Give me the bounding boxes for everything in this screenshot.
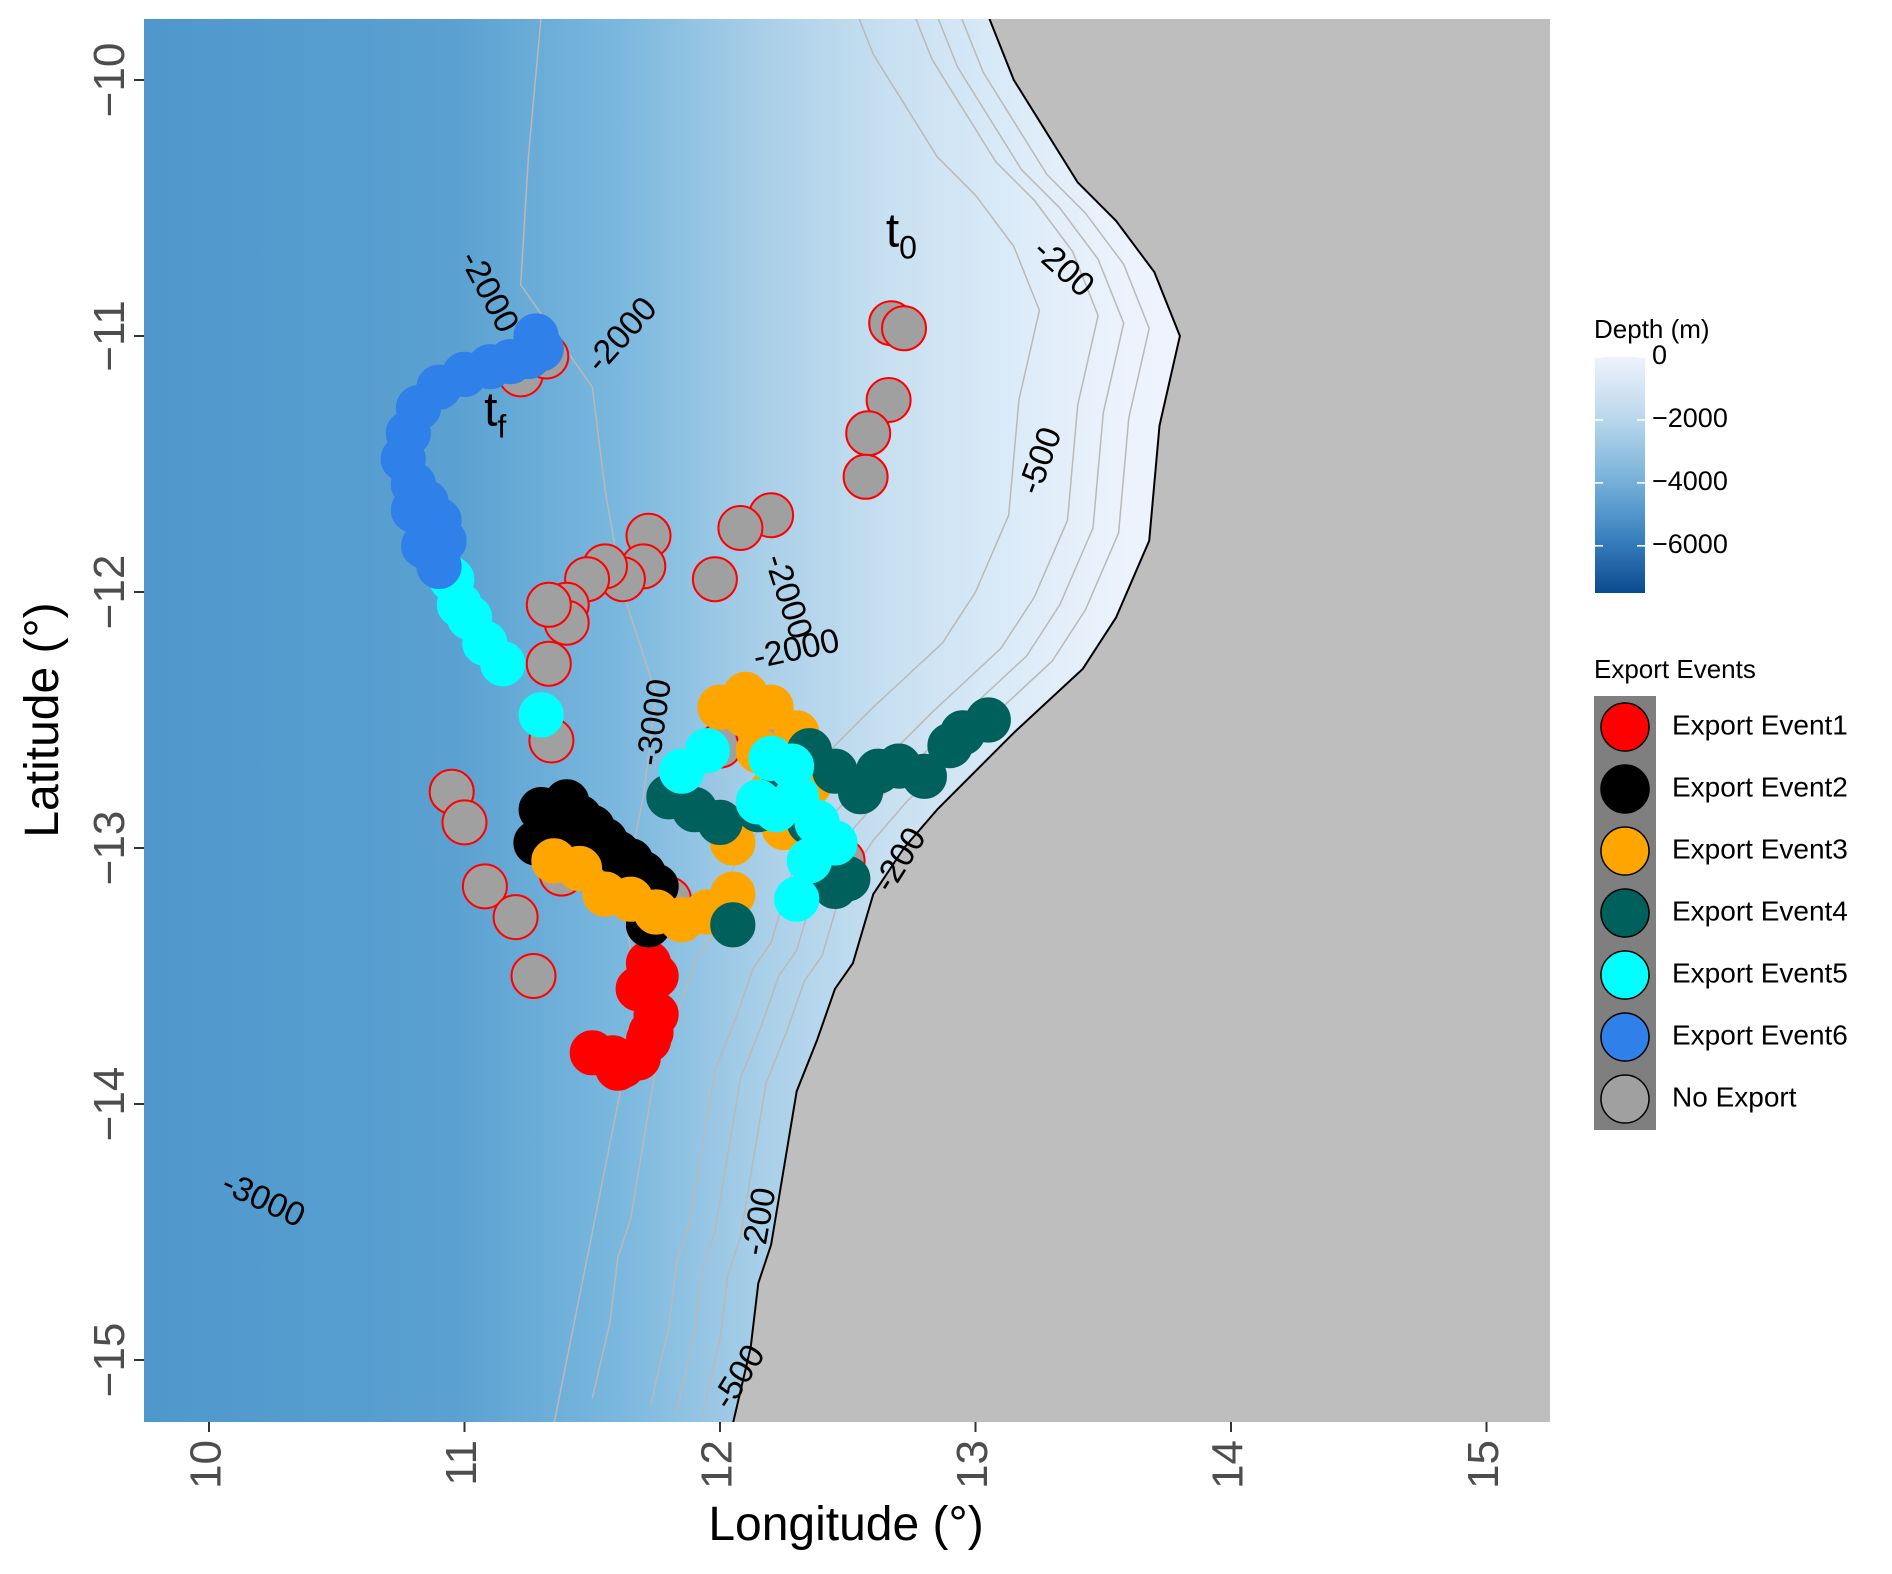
data-point-no-export [865,377,912,423]
data-point-export-event5 [786,838,833,884]
data-point-no-export [525,640,572,687]
data-point-export-event4 [965,697,1011,743]
x-tick-label: 14 [1204,1440,1253,1489]
data-point-export-event1 [615,966,661,1012]
y-axis-title: Latitude (°) [16,602,69,837]
data-point-no-export [525,581,572,628]
data-point-export-event1 [595,1045,641,1091]
deep-contour-line [519,19,657,1422]
y-tick-label: −14 [85,1067,134,1142]
data-point-export-event4 [901,753,948,799]
legend-label: Export Event2 [1672,771,1848,802]
legend-swatch [1600,1012,1650,1062]
colorbar-title: Depth (m) [1594,314,1710,344]
x-tick-label: 15 [1459,1440,1508,1489]
x-tick-label: 11 [437,1440,486,1486]
data-point-export-event1 [628,1009,674,1055]
x-tick-label: 12 [693,1440,742,1489]
data-point-export-event5 [684,728,730,774]
time-annotations: t0 tf [484,204,917,444]
data-point-no-export [717,505,764,551]
data-point-no-export [492,894,539,941]
legend-label: No Export [1672,1081,1797,1112]
colorbar-tick-label: 0 [1652,340,1667,370]
land-mass [732,19,1550,1422]
legend-items: Export Event1 Export Event2 Export Event3 E… [1600,702,1848,1124]
data-point-export-event5 [518,692,564,738]
legend-label: Export Event5 [1672,957,1848,988]
annotation-tf: tf [484,384,506,445]
data-point-export-event5 [768,743,815,789]
data-point-export-event6 [390,487,436,533]
legend-swatch [1600,702,1650,752]
legend-label: Export Event3 [1672,833,1848,864]
data-point-export-event4 [710,902,756,948]
colorbar-tick-label: −2000 [1652,403,1728,433]
data-point-no-export [842,453,889,500]
axes: 10 11 12 13 14 15 −10 −11 −12 −13 −14 −15 [85,43,1508,1489]
legend-swatch [1600,1074,1650,1124]
colorbar-tick-label: −6000 [1652,529,1728,559]
y-tick-label: −10 [85,43,134,118]
data-point-no-export [881,305,927,352]
export-events-legend: Export Events Export Event1 Export Event2… [1594,654,1848,1130]
y-tick-label: −13 [85,811,134,886]
colorbar-tick-label: −4000 [1652,466,1728,496]
data-point-no-export [441,799,488,846]
y-tick-label: −11 [85,300,134,371]
legend-title: Export Events [1594,654,1756,684]
legend-swatch [1600,950,1650,1000]
x-tick-label: 13 [948,1440,997,1489]
legend-label: Export Event6 [1672,1019,1848,1050]
depth-colorbar: Depth (m) 0 −2000 −4000 −6000 [1594,314,1728,593]
legend-swatch [1600,764,1650,814]
data-point-no-export [510,953,557,999]
x-axis-title: Longitude (°) [708,1498,983,1551]
data-point-no-export [691,556,738,603]
legend-swatch [1600,826,1650,876]
annotation-t0: t0 [886,204,917,265]
y-tick-label: −15 [85,1323,134,1398]
colorbar-ticks: 0 −2000 −4000 −6000 [1595,340,1728,559]
y-tick-label: −12 [85,555,134,630]
x-tick-label: 10 [182,1440,231,1489]
data-point-no-export [845,410,892,457]
data-point-export-event5 [480,641,526,687]
data-point-export-event5 [774,876,820,922]
colorbar-gradient-bar [1595,357,1645,593]
legend-swatch [1600,888,1650,938]
data-point-no-export [461,863,508,910]
data-point-export-event3 [697,684,743,730]
legend-label: Export Event1 [1672,709,1848,740]
trajectory-points [380,300,1011,1091]
plot-panel: -2000-2000-200-500-2000-2000-3000-1000-2… [144,19,1550,1422]
legend-label: Export Event4 [1672,895,1848,926]
